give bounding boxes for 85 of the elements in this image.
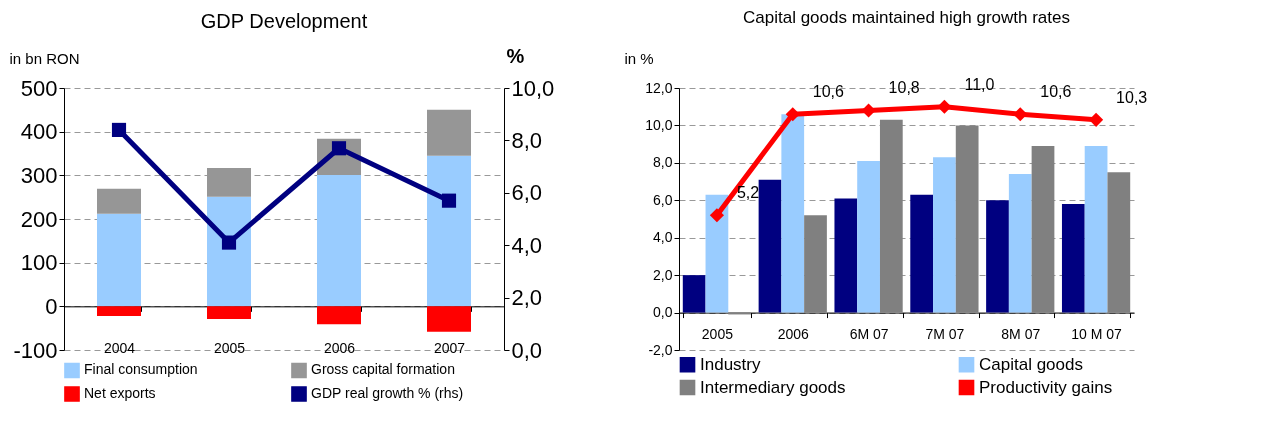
legend-label: Industry (700, 354, 761, 374)
x-tick-label: 8M 07 (1001, 326, 1041, 343)
y2-tick-label: 2,0 (511, 285, 543, 311)
y-tick-label: 10,0 (645, 116, 673, 133)
y-tick-label: 0 (45, 293, 58, 319)
bar (317, 306, 361, 325)
y-tick-label: 300 (20, 162, 58, 188)
x-tick-label: 2005 (213, 339, 246, 356)
y-tick-label: 0,0 (653, 304, 673, 321)
y-tick-label: 12,0 (645, 79, 673, 96)
y-tick-label: 8,0 (653, 154, 673, 171)
bar (834, 198, 858, 313)
y-axis-title: in % (624, 49, 654, 67)
bar (955, 125, 979, 313)
bar (1084, 146, 1108, 313)
legend-label: Final consumption (84, 361, 198, 378)
bar (705, 194, 729, 313)
y-tick-label: -100 (13, 337, 58, 363)
point (709, 208, 724, 223)
data-label: 10,6 (1040, 83, 1072, 101)
x-tick-label: 10 M 07 (1071, 326, 1123, 343)
legend-label: Intermediary goods (700, 377, 846, 397)
y-axis-title: in bn RON (9, 49, 80, 67)
legend-label: Net exports (84, 385, 156, 401)
point (861, 103, 876, 118)
bar (207, 306, 251, 319)
y-tick-label: 500 (20, 75, 58, 101)
bar (933, 157, 956, 313)
y-tick-label: -2,0 (648, 341, 673, 358)
legend-label: Capital goods (979, 354, 1083, 374)
y2-tick-label: 8,0 (511, 127, 543, 153)
bar (879, 119, 903, 313)
bar (781, 114, 805, 313)
point (221, 235, 237, 250)
bar (857, 160, 880, 313)
bar (1008, 174, 1032, 313)
point (441, 193, 457, 208)
data-label: 11,0 (964, 75, 995, 93)
bar (804, 215, 827, 313)
data-label: 10,8 (888, 79, 920, 97)
bar (1107, 172, 1131, 313)
point (937, 99, 952, 114)
y-tick-label: 400 (20, 119, 58, 145)
point (1089, 112, 1104, 127)
y2-tick-label: 6,0 (511, 180, 543, 206)
y-tick-label: 2,0 (653, 266, 673, 283)
bar (1031, 146, 1055, 313)
y-tick-label: 200 (20, 206, 58, 232)
y-tick-label: 6,0 (653, 191, 673, 208)
bar (682, 275, 706, 313)
y-tick-label: 100 (20, 250, 58, 276)
bar (97, 188, 141, 214)
y2-axis-title: % (506, 44, 525, 67)
x-tick-label: 6M 07 (849, 326, 889, 343)
data-label: 10,3 (1116, 88, 1148, 106)
bar (207, 196, 251, 307)
chart-title: Capital goods maintained high growth rates (743, 8, 1070, 27)
y2-tick-label: 10,0 (511, 75, 555, 101)
point (785, 107, 800, 122)
bar (317, 174, 361, 307)
bar (758, 179, 782, 313)
x-tick-label: 2007 (433, 339, 466, 356)
legend-label: Productivity gains (979, 377, 1113, 397)
data-label: 10,6 (812, 83, 844, 101)
bar (427, 155, 471, 307)
point (1013, 107, 1028, 122)
data-label: 5,2 (736, 184, 760, 202)
y-tick-label: 4,0 (653, 229, 673, 246)
legend-label: Gross capital formation (311, 361, 455, 378)
bar (97, 306, 141, 316)
legend-label: GDP real growth % (rhs) (311, 385, 464, 401)
x-tick-label: 2006 (323, 339, 356, 356)
bar (427, 306, 471, 332)
x-tick-label: 7M 07 (925, 326, 965, 343)
bar (97, 213, 141, 307)
bar (1061, 204, 1085, 313)
point (111, 122, 127, 137)
y2-tick-label: 4,0 (511, 232, 543, 258)
bar (910, 194, 934, 313)
x-tick-label: 2006 (777, 326, 810, 343)
x-tick-label: 2004 (103, 339, 136, 356)
x-tick-label: 2005 (701, 326, 734, 343)
bar (986, 200, 1009, 313)
chart-title: GDP Development (200, 10, 368, 32)
y2-tick-label: 0,0 (511, 337, 543, 363)
